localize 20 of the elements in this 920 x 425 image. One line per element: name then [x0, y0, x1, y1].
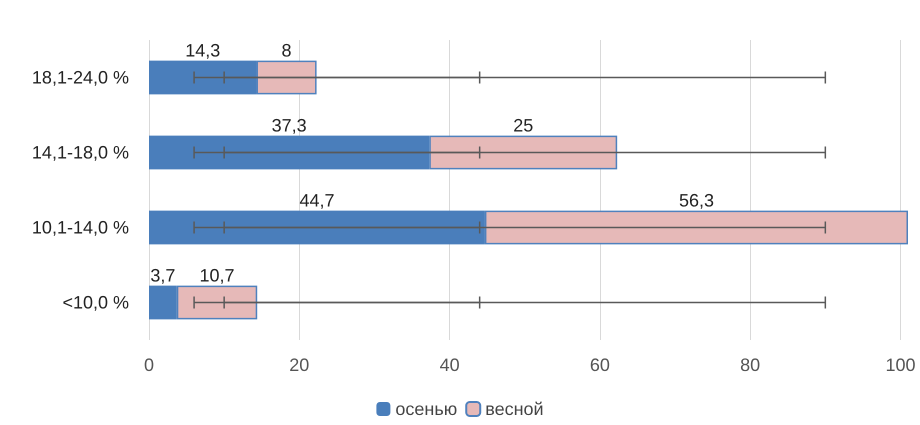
- data-label: 56,3: [678, 190, 714, 211]
- data-label: 10,7: [199, 266, 235, 286]
- x-tick-label: 0: [144, 355, 154, 375]
- y-tick-label: <10,0 %: [62, 292, 129, 312]
- y-tick-label: 18,1-24,0 %: [32, 68, 129, 88]
- y-tick-label: 14,1-18,0 %: [32, 142, 129, 162]
- x-tick-label: 80: [740, 355, 760, 375]
- legend-label: осенью: [395, 399, 458, 419]
- data-label: 37,3: [272, 116, 307, 136]
- y-tick-label: 10,1-14,0 %: [32, 218, 129, 238]
- data-label: 3,7: [150, 266, 176, 286]
- data-label: 44,7: [299, 190, 334, 211]
- x-tick-label: 100: [885, 355, 916, 375]
- data-label: 8: [282, 40, 292, 61]
- x-tick-label: 40: [440, 355, 460, 375]
- x-tick-label: 60: [590, 355, 610, 375]
- legend-label: весной: [485, 399, 544, 419]
- data-label: 14,3: [185, 40, 220, 61]
- data-label: 25: [513, 116, 534, 136]
- x-tick-label: 20: [289, 355, 310, 375]
